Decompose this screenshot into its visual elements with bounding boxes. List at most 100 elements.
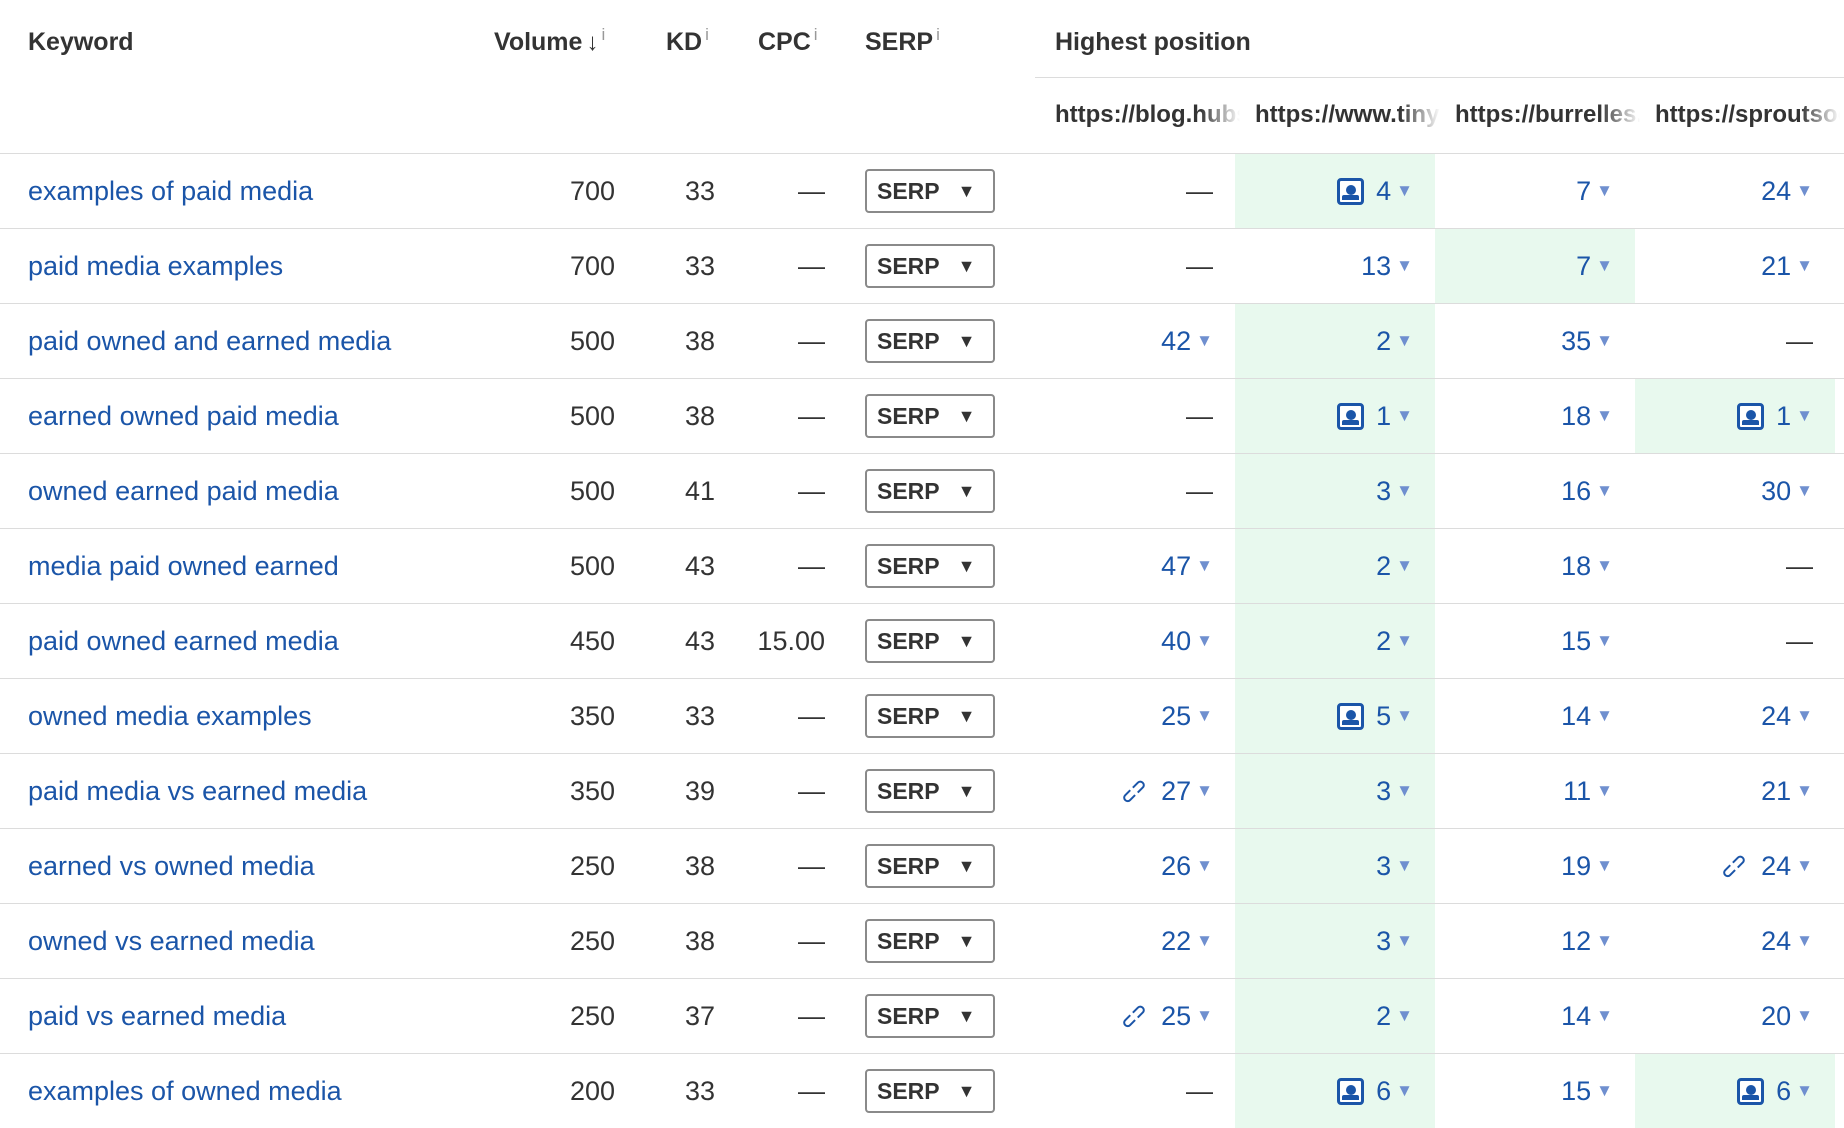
- column-header-keyword[interactable]: Keyword: [28, 28, 134, 57]
- position-dropdown-icon[interactable]: ▼: [1396, 631, 1413, 650]
- position-dropdown-icon[interactable]: ▼: [1396, 181, 1413, 200]
- keyword-link[interactable]: earned vs owned media: [28, 850, 315, 881]
- position-cell[interactable]: 24 ▼: [1635, 679, 1835, 753]
- position-dropdown-icon[interactable]: ▼: [1596, 256, 1613, 275]
- arrow-down-icon[interactable]: ↓: [586, 29, 599, 56]
- keyword-link[interactable]: paid media examples: [28, 250, 284, 281]
- position-cell[interactable]: 1 ▼: [1235, 379, 1435, 453]
- keyword-link[interactable]: paid owned and earned media: [28, 325, 392, 356]
- position-cell[interactable]: 18 ▼: [1435, 529, 1635, 603]
- serp-button[interactable]: SERP ▼: [865, 1069, 995, 1113]
- url-header-4[interactable]: https://sproutsocial.com: [1655, 101, 1840, 129]
- serp-button[interactable]: SERP ▼: [865, 619, 995, 663]
- position-dropdown-icon[interactable]: ▼: [1596, 556, 1613, 575]
- position-dropdown-icon[interactable]: ▼: [1596, 1081, 1613, 1100]
- position-cell[interactable]: 26 ▼: [1035, 829, 1235, 903]
- position-cell[interactable]: ⊂⊃ 27 ▼: [1035, 754, 1235, 828]
- position-cell[interactable]: ⊂⊃ 24 ▼: [1635, 829, 1835, 903]
- position-cell[interactable]: 21 ▼: [1635, 754, 1835, 828]
- position-dropdown-icon[interactable]: ▼: [1396, 1081, 1413, 1100]
- position-dropdown-icon[interactable]: ▼: [1196, 631, 1213, 650]
- column-header-cpc[interactable]: CPC i: [758, 25, 818, 57]
- position-dropdown-icon[interactable]: ▼: [1396, 931, 1413, 950]
- position-dropdown-icon[interactable]: ▼: [1596, 406, 1613, 425]
- position-dropdown-icon[interactable]: ▼: [1396, 1006, 1413, 1025]
- position-dropdown-icon[interactable]: ▼: [1396, 556, 1413, 575]
- position-dropdown-icon[interactable]: ▼: [1196, 556, 1213, 575]
- keyword-link[interactable]: media paid owned earned: [28, 550, 339, 581]
- position-dropdown-icon[interactable]: ▼: [1796, 781, 1813, 800]
- serp-button[interactable]: SERP ▼: [865, 994, 995, 1038]
- position-cell[interactable]: 47 ▼: [1035, 529, 1235, 603]
- position-dropdown-icon[interactable]: ▼: [1196, 1006, 1213, 1025]
- position-dropdown-icon[interactable]: ▼: [1596, 856, 1613, 875]
- position-cell[interactable]: 24 ▼: [1635, 904, 1835, 978]
- serp-button[interactable]: SERP ▼: [865, 394, 995, 438]
- position-dropdown-icon[interactable]: ▼: [1396, 706, 1413, 725]
- position-cell[interactable]: 2 ▼: [1235, 304, 1435, 378]
- position-dropdown-icon[interactable]: ▼: [1396, 406, 1413, 425]
- position-cell[interactable]: 12 ▼: [1435, 904, 1635, 978]
- position-dropdown-icon[interactable]: ▼: [1196, 781, 1213, 800]
- position-dropdown-icon[interactable]: ▼: [1796, 856, 1813, 875]
- position-cell[interactable]: 2 ▼: [1235, 979, 1435, 1053]
- serp-button[interactable]: SERP ▼: [865, 244, 995, 288]
- position-cell[interactable]: 3 ▼: [1235, 454, 1435, 528]
- position-dropdown-icon[interactable]: ▼: [1196, 706, 1213, 725]
- position-cell[interactable]: 6 ▼: [1635, 1054, 1835, 1128]
- serp-button[interactable]: SERP ▼: [865, 469, 995, 513]
- position-dropdown-icon[interactable]: ▼: [1796, 706, 1813, 725]
- url-header-3[interactable]: https://burrelles.com: [1455, 101, 1640, 129]
- position-cell[interactable]: 7 ▼: [1435, 154, 1635, 228]
- position-cell[interactable]: 40 ▼: [1035, 604, 1235, 678]
- info-icon[interactable]: i: [705, 25, 709, 44]
- position-cell[interactable]: 2 ▼: [1235, 529, 1435, 603]
- position-cell[interactable]: 7 ▼: [1435, 229, 1635, 303]
- serp-button[interactable]: SERP ▼: [865, 694, 995, 738]
- position-cell[interactable]: 4 ▼: [1235, 154, 1435, 228]
- position-dropdown-icon[interactable]: ▼: [1396, 481, 1413, 500]
- info-icon[interactable]: i: [601, 25, 606, 44]
- position-cell[interactable]: 13 ▼: [1235, 229, 1435, 303]
- serp-button[interactable]: SERP ▼: [865, 319, 995, 363]
- position-dropdown-icon[interactable]: ▼: [1596, 481, 1613, 500]
- url-header-1[interactable]: https://blog.hubspot.com: [1055, 101, 1240, 129]
- position-cell[interactable]: 14 ▼: [1435, 979, 1635, 1053]
- position-dropdown-icon[interactable]: ▼: [1396, 856, 1413, 875]
- position-cell[interactable]: 19 ▼: [1435, 829, 1635, 903]
- position-dropdown-icon[interactable]: ▼: [1796, 1081, 1813, 1100]
- keyword-link[interactable]: earned owned paid media: [28, 400, 339, 431]
- position-dropdown-icon[interactable]: ▼: [1196, 856, 1213, 875]
- position-cell[interactable]: 24 ▼: [1635, 154, 1835, 228]
- info-icon[interactable]: i: [936, 25, 940, 44]
- position-dropdown-icon[interactable]: ▼: [1596, 1006, 1613, 1025]
- position-dropdown-icon[interactable]: ▼: [1796, 181, 1813, 200]
- keyword-link[interactable]: paid vs earned media: [28, 1000, 287, 1031]
- serp-button[interactable]: SERP ▼: [865, 919, 995, 963]
- position-cell[interactable]: ⊂⊃ 25 ▼: [1035, 979, 1235, 1053]
- position-dropdown-icon[interactable]: ▼: [1596, 706, 1613, 725]
- position-cell[interactable]: 16 ▼: [1435, 454, 1635, 528]
- position-cell[interactable]: 15 ▼: [1435, 604, 1635, 678]
- position-dropdown-icon[interactable]: ▼: [1796, 1006, 1813, 1025]
- position-cell[interactable]: 3 ▼: [1235, 904, 1435, 978]
- position-dropdown-icon[interactable]: ▼: [1596, 331, 1613, 350]
- url-header-2[interactable]: https://www.tinyurl.com: [1255, 101, 1440, 129]
- position-cell[interactable]: 15 ▼: [1435, 1054, 1635, 1128]
- position-dropdown-icon[interactable]: ▼: [1796, 931, 1813, 950]
- position-cell[interactable]: 3 ▼: [1235, 754, 1435, 828]
- position-cell[interactable]: 14 ▼: [1435, 679, 1635, 753]
- column-header-serp[interactable]: SERP i: [865, 25, 940, 57]
- position-cell[interactable]: 25 ▼: [1035, 679, 1235, 753]
- keyword-link[interactable]: examples of paid media: [28, 175, 314, 206]
- serp-button[interactable]: SERP ▼: [865, 769, 995, 813]
- position-dropdown-icon[interactable]: ▼: [1796, 406, 1813, 425]
- position-cell[interactable]: 18 ▼: [1435, 379, 1635, 453]
- column-header-kd[interactable]: KD i: [666, 25, 709, 57]
- position-cell[interactable]: 1 ▼: [1635, 379, 1835, 453]
- position-cell[interactable]: 42 ▼: [1035, 304, 1235, 378]
- keyword-link[interactable]: paid media vs earned media: [28, 775, 368, 806]
- position-dropdown-icon[interactable]: ▼: [1396, 781, 1413, 800]
- keyword-link[interactable]: owned vs earned media: [28, 925, 315, 956]
- position-dropdown-icon[interactable]: ▼: [1596, 631, 1613, 650]
